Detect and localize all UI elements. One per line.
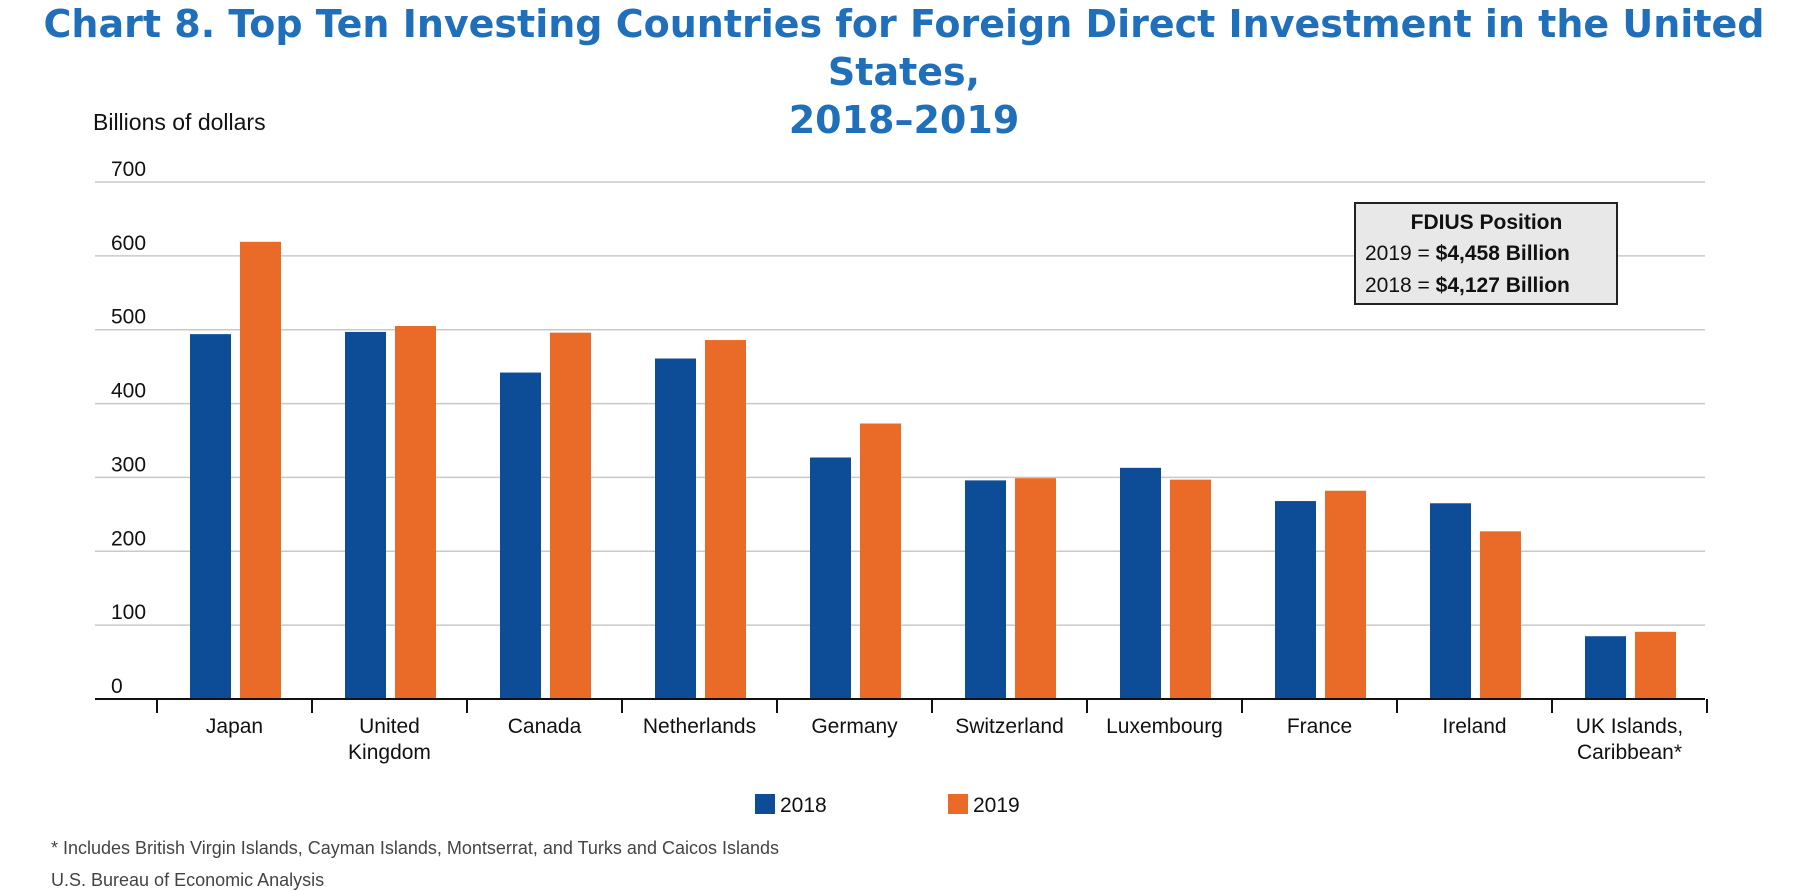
legend-swatch-2019 (948, 794, 968, 814)
y-tick-label: 700 (111, 158, 146, 181)
footnote-note: * Includes British Virgin Islands, Cayma… (51, 838, 780, 858)
infobox-2019-prefix: 2019 = (1365, 242, 1436, 265)
y-tick-label: 0 (111, 675, 123, 698)
legend: 2018 2019 (755, 794, 1020, 817)
legend-label-2019: 2019 (973, 794, 1020, 817)
bar-2019 (860, 423, 901, 699)
infobox-2018-prefix: 2018 = (1365, 274, 1436, 297)
x-tick-label: Ireland (1442, 715, 1506, 738)
bar-2018 (1585, 636, 1626, 699)
infobox-header: FDIUS Position (1410, 211, 1563, 234)
bar-chart: Billions of dollars 700 600 500 400 300 200 10… (93, 109, 1708, 817)
bar-2019 (550, 332, 591, 699)
footnote-source: U.S. Bureau of Economic Analysis (51, 870, 325, 890)
x-tick-labels: Japan United Kingdom Canada Netherlands Germa… (206, 715, 1683, 764)
bar-2019 (1170, 479, 1211, 699)
chart-title-line-1: Chart 8. Top Ten Investing Countries for… (43, 2, 1765, 94)
y-tick-label: 500 (111, 306, 146, 329)
legend-label-2018: 2018 (780, 794, 827, 817)
bar-2018 (965, 480, 1006, 699)
y-tick-label: 200 (111, 527, 146, 550)
y-tick-label: 600 (111, 232, 146, 255)
x-tick-label: Germany (811, 715, 898, 738)
infobox-row-2019: 2019 = $4,458 Billion (1365, 238, 1608, 270)
infobox-2019-value: $4,458 Billion (1435, 242, 1570, 265)
bar-2019 (240, 241, 281, 699)
chart-title-line-2: 2018–2019 (788, 98, 1020, 142)
bar-2018 (1120, 467, 1161, 699)
x-tick-label: Canada (508, 715, 582, 738)
bar-2019 (395, 326, 436, 699)
x-tick-label: Netherlands (643, 715, 756, 738)
chart-title: Chart 8. Top Ten Investing Countries for… (0, 0, 1808, 144)
infobox-row-2018: 2018 = $4,127 Billion (1365, 270, 1608, 302)
y-tick-label: 300 (111, 453, 146, 476)
bar-2018 (1430, 503, 1471, 699)
x-tick-label: UK Islands, Caribbean* (1576, 715, 1683, 764)
bar-2018 (190, 334, 231, 699)
bar-2019 (1325, 490, 1366, 699)
infobox-2018-value: $4,127 Billion (1435, 274, 1570, 297)
y-tick-label: 100 (111, 601, 146, 624)
x-tick-label: France (1287, 715, 1352, 738)
bar-2018 (345, 331, 386, 699)
x-tick-label: United Kingdom (348, 715, 431, 764)
bar-2018 (500, 372, 541, 699)
bar-2018 (810, 457, 851, 699)
bar-2019 (1635, 631, 1676, 699)
x-tick-label: Switzerland (955, 715, 1064, 738)
legend-swatch-2018 (755, 794, 775, 814)
bar-2019 (705, 340, 746, 699)
bar-2018 (655, 358, 696, 699)
y-tick-labels: 700 600 500 400 300 200 100 0 (111, 158, 146, 698)
bars (190, 241, 1676, 699)
x-tick-label: Luxembourg (1106, 715, 1223, 738)
y-tick-label: 400 (111, 380, 146, 403)
y-axis-label: Billions of dollars (93, 109, 266, 135)
bar-2018 (1275, 501, 1316, 699)
x-tick-label: Japan (206, 715, 263, 738)
bar-2019 (1015, 478, 1056, 699)
bar-2019 (1480, 531, 1521, 699)
x-axis (95, 698, 1708, 713)
fdius-position-box: FDIUS Position 2019 = $4,458 Billion 201… (1354, 202, 1618, 305)
